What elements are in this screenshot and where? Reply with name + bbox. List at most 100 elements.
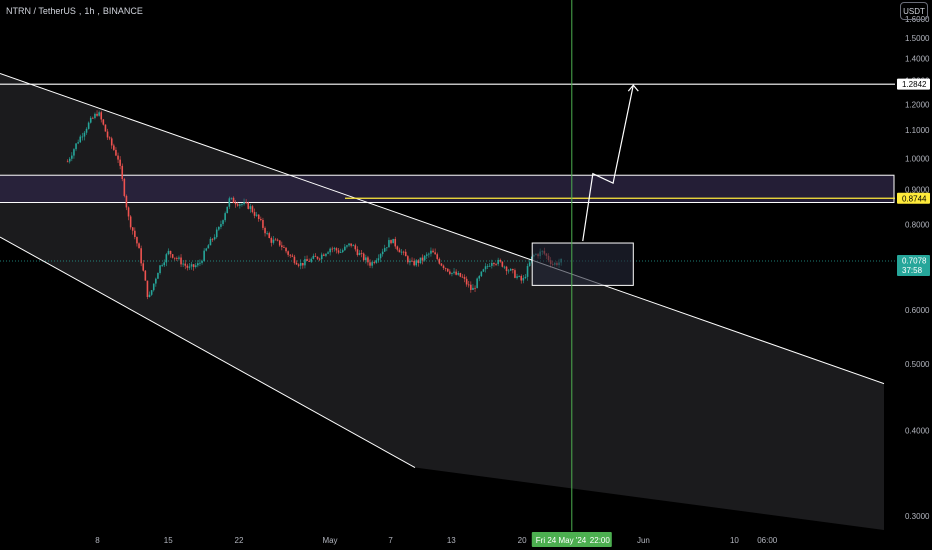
candle-body xyxy=(467,284,470,286)
candle-body xyxy=(96,113,98,116)
candle-body xyxy=(507,270,510,272)
candle-body xyxy=(247,202,250,209)
time-axis-bg xyxy=(0,531,895,550)
candle-body xyxy=(434,252,436,255)
projection-arrowhead-icon xyxy=(627,84,639,92)
candle-body xyxy=(274,239,277,241)
candle-body xyxy=(251,206,254,213)
candle-body xyxy=(348,243,350,246)
candle-body xyxy=(350,243,352,246)
candle-body xyxy=(79,136,82,143)
candle-body xyxy=(163,262,166,266)
time-tick-label: Jun xyxy=(637,536,650,545)
candle-body xyxy=(453,271,455,273)
candle-body xyxy=(339,252,342,253)
candle-body xyxy=(465,278,468,285)
candle-body xyxy=(209,238,212,246)
candle-body xyxy=(333,248,336,250)
candle-body xyxy=(438,258,441,264)
candle-body xyxy=(341,250,344,253)
candle-body xyxy=(425,254,428,256)
candle-body xyxy=(134,230,136,237)
candle-body xyxy=(108,137,111,139)
candle-body xyxy=(150,290,153,295)
plot-area[interactable] xyxy=(0,0,895,540)
candle-body xyxy=(218,226,220,230)
candle-body xyxy=(226,206,229,214)
crosshair-time-tag: Fri 24 May '24 22:00 xyxy=(531,532,612,547)
time-tick-label: 10 xyxy=(730,536,739,545)
candle-body xyxy=(423,255,426,261)
candle-body xyxy=(241,204,243,205)
candle-body xyxy=(182,263,184,265)
candle-body xyxy=(68,158,71,162)
candle-body xyxy=(455,271,457,275)
candle-body xyxy=(512,268,514,271)
time-tick-label: 15 xyxy=(164,536,173,545)
channel-upper-line[interactable] xyxy=(0,73,885,385)
candle-body xyxy=(329,248,331,253)
candle-body xyxy=(394,238,397,247)
candle-body xyxy=(73,149,75,156)
candle-body xyxy=(239,204,241,206)
candle-body xyxy=(71,155,73,159)
candle-body xyxy=(524,276,527,279)
crosshair-time-label: 22:00 xyxy=(590,536,611,545)
candle-body xyxy=(66,161,69,163)
candle-body xyxy=(316,256,319,259)
consolidation-box[interactable] xyxy=(531,242,634,286)
candle-body xyxy=(390,240,392,244)
symbol-info[interactable]: NTRN / TetherUS, 1h, BINANCE xyxy=(6,6,143,16)
time-tick-label: 8 xyxy=(95,536,100,545)
candle-body xyxy=(314,255,317,257)
candle-body xyxy=(203,250,205,262)
candle-body xyxy=(110,138,113,146)
candle-body xyxy=(428,253,430,255)
projection-path[interactable] xyxy=(582,85,634,242)
price-tick-label: 1.1000 xyxy=(905,126,930,135)
candle-body xyxy=(199,262,201,264)
price-tag-value: 0.7078 xyxy=(902,257,927,266)
candle-body xyxy=(295,262,298,265)
candle-body xyxy=(514,270,516,278)
candle-body xyxy=(188,266,191,268)
candle-body xyxy=(409,260,411,263)
time-axis[interactable]: 8 15 22 May 7 13 20 Jun 10 06:00 xyxy=(0,531,895,550)
channel-lower-line[interactable] xyxy=(0,236,416,468)
candle-body xyxy=(381,251,384,255)
candle-body xyxy=(102,119,105,125)
candle-body xyxy=(320,254,323,260)
candle-body xyxy=(136,236,138,244)
candle-body xyxy=(375,260,378,263)
candle-body xyxy=(281,245,283,248)
candle-body xyxy=(278,240,281,246)
candle-body xyxy=(470,284,472,290)
candle-body xyxy=(388,240,390,248)
price-tick-label: 0.9000 xyxy=(905,186,930,195)
price-tag-bg xyxy=(897,255,930,277)
candle-body xyxy=(421,257,424,261)
candle-body xyxy=(516,276,518,278)
candle-body xyxy=(356,249,359,255)
price-tick-label: 1.0000 xyxy=(905,154,930,163)
candle-body xyxy=(478,276,481,279)
candle-body xyxy=(474,287,476,289)
currency-button[interactable]: USDT xyxy=(900,2,928,20)
candle-body xyxy=(94,113,96,119)
candle-body xyxy=(404,251,407,257)
candle-body xyxy=(476,278,478,289)
candle-body xyxy=(125,195,128,208)
candle-body xyxy=(346,245,348,247)
candle-body xyxy=(144,270,147,281)
candle-body xyxy=(451,272,453,274)
candle-body xyxy=(201,261,203,263)
candle-body xyxy=(176,257,178,259)
candle-body xyxy=(501,261,504,267)
candle-body xyxy=(335,248,338,251)
candle-body xyxy=(415,260,418,266)
candle-body xyxy=(159,265,161,274)
candle-body xyxy=(106,131,109,138)
candle-body xyxy=(213,237,216,240)
candle-body xyxy=(228,198,231,207)
